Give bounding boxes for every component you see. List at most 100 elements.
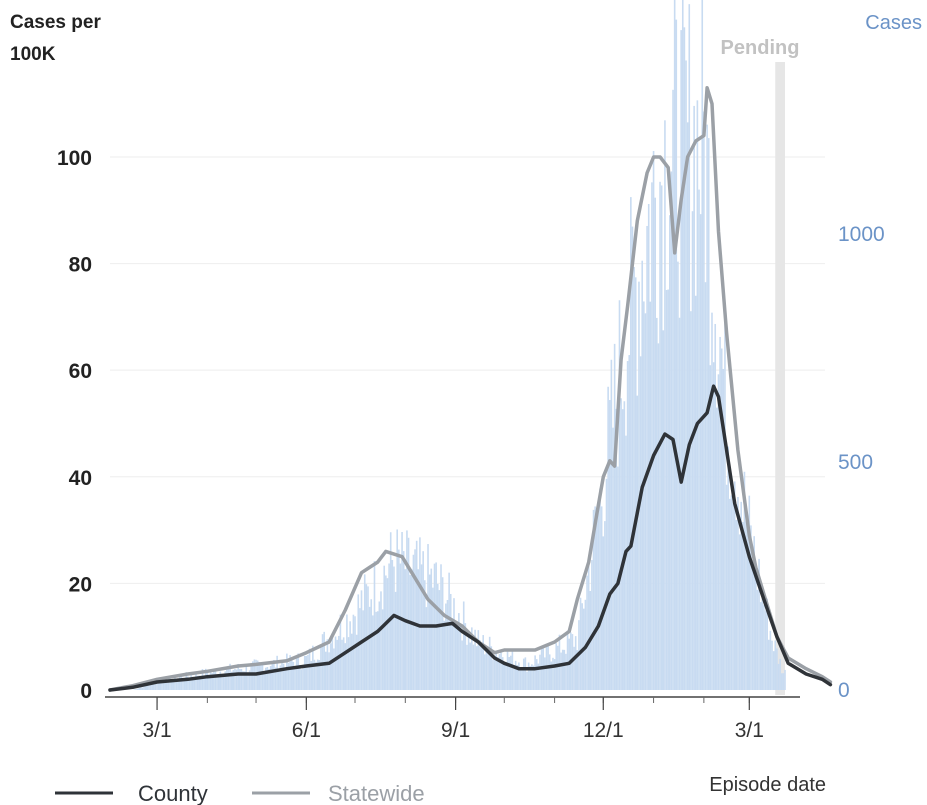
case-bar	[647, 204, 650, 690]
case-bar	[657, 343, 660, 690]
case-bar	[389, 532, 392, 690]
case-bar	[423, 580, 426, 690]
case-bar	[339, 614, 342, 690]
right-axis-ticks: 0 500 1000	[838, 223, 885, 702]
case-bar	[565, 653, 567, 690]
rate-lines	[108, 85, 833, 692]
case-bar	[740, 501, 742, 690]
case-bar	[511, 649, 514, 690]
case-bar	[277, 671, 280, 690]
case-bar	[467, 632, 470, 690]
case-bar	[328, 652, 330, 690]
case-bar	[443, 620, 446, 690]
case-bar	[375, 611, 377, 690]
case-bar	[587, 564, 590, 690]
case-bar	[597, 508, 600, 690]
case-bar	[699, 214, 702, 690]
case-bar	[161, 680, 163, 690]
case-bar	[488, 636, 491, 690]
case-bar	[200, 678, 202, 690]
case-bar	[337, 635, 340, 690]
case-bar	[143, 684, 145, 690]
case-bar	[451, 623, 454, 690]
case-bar	[321, 634, 324, 690]
case-bar	[707, 138, 710, 691]
case-bar	[535, 659, 538, 690]
case-bar	[641, 260, 644, 690]
case-bar	[273, 659, 275, 690]
statewide-line	[108, 85, 833, 692]
case-bar	[347, 637, 350, 690]
case-bar	[503, 664, 506, 690]
case-bar	[621, 409, 624, 690]
case-bar	[652, 151, 655, 690]
case-bar	[169, 675, 171, 690]
case-bar	[290, 660, 293, 690]
case-bar	[532, 665, 535, 690]
case-bar	[607, 386, 609, 690]
case-bar	[712, 362, 715, 690]
case-bar	[458, 613, 460, 690]
case-bar	[312, 645, 314, 690]
case-bar	[245, 664, 248, 690]
case-bar	[586, 575, 588, 690]
case-bar	[454, 626, 457, 690]
case-bar	[537, 663, 540, 690]
case-bar	[505, 664, 507, 690]
case-bar	[698, 189, 700, 691]
case-bar	[297, 653, 300, 690]
case-bar	[678, 317, 681, 690]
case-bar	[286, 653, 288, 690]
case-bar	[756, 589, 759, 690]
case-bar	[729, 498, 731, 690]
case-bar	[633, 267, 635, 690]
case-bar	[355, 634, 358, 690]
case-bar	[138, 687, 141, 690]
case-bar	[177, 678, 179, 690]
case-bar	[399, 563, 402, 690]
case-bar	[178, 677, 181, 690]
case-bar	[484, 654, 486, 690]
left-tick-label: 60	[69, 360, 92, 383]
case-bar	[299, 664, 301, 690]
case-bar	[560, 652, 562, 690]
case-bar	[534, 655, 536, 690]
right-axis-title: Cases	[865, 12, 922, 34]
case-bar	[224, 671, 227, 690]
case-bar	[380, 591, 382, 690]
case-bar	[187, 676, 189, 690]
case-bar	[605, 478, 608, 690]
case-bar	[561, 649, 564, 690]
case-bar	[594, 506, 596, 690]
case-bar	[506, 650, 509, 690]
case-bar	[464, 623, 467, 690]
case-bar	[550, 661, 553, 690]
case-bar	[769, 630, 772, 690]
case-bar	[334, 636, 337, 690]
case-bar	[341, 639, 343, 690]
case-bar	[748, 495, 751, 690]
case-bar	[159, 682, 162, 690]
right-tick-label: 500	[838, 451, 873, 474]
left-axis-title-line1: Cases per	[10, 12, 101, 33]
case-bar	[289, 655, 291, 690]
case-bar	[714, 323, 717, 690]
case-bar	[453, 598, 455, 690]
case-bar	[133, 689, 136, 690]
case-bar	[662, 330, 665, 690]
case-bar	[237, 663, 239, 690]
case-bar	[634, 277, 637, 690]
case-bar	[156, 682, 158, 690]
case-bar	[591, 560, 593, 690]
case-bar	[563, 649, 566, 690]
case-bar	[529, 666, 532, 690]
case-bar	[221, 675, 223, 690]
case-bar	[404, 569, 407, 690]
case-bar	[719, 336, 721, 690]
case-bar	[170, 681, 173, 690]
case-bar	[141, 687, 144, 690]
case-bar	[381, 609, 384, 690]
left-tick-label: 40	[69, 467, 92, 490]
case-bar	[432, 587, 434, 690]
